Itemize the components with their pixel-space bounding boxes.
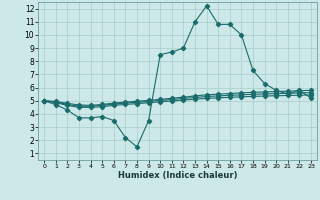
X-axis label: Humidex (Indice chaleur): Humidex (Indice chaleur) bbox=[118, 171, 237, 180]
